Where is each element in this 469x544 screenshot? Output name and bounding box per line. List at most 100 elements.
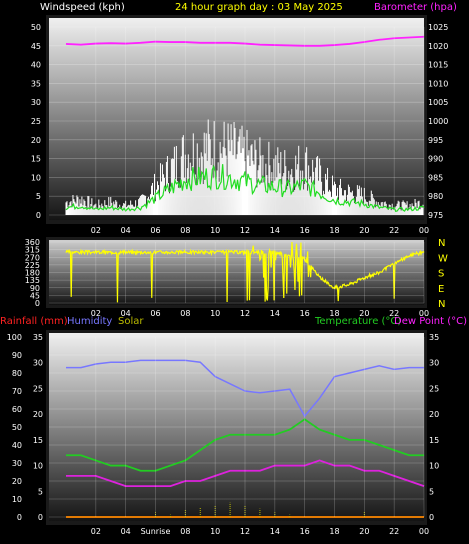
temperature-axis: 35 30 25 20 15 10 5 0	[429, 333, 439, 522]
humidity-line	[66, 359, 424, 418]
top-x-tick-label: 04	[121, 226, 131, 235]
direction-tick-label: 45	[30, 291, 40, 300]
bottom-data-marks	[66, 359, 425, 518]
barometer-tick-label: 1005	[428, 98, 448, 107]
bot-x-tick-label: 14	[270, 527, 280, 536]
bot-x-tick-label: 12	[240, 527, 250, 536]
bot-x-tick-label: 08	[180, 527, 190, 536]
top-data-marks	[65, 35, 425, 215]
bot-x-tick-label: 00	[419, 527, 429, 536]
bottom-grid	[49, 336, 424, 518]
temperature-tick-label: 25	[429, 384, 439, 393]
top-time-axis: 02 04 06 08 10 12 14 16 18 20 22 00	[91, 27, 429, 235]
temperature-tick-label: 35	[429, 333, 439, 342]
humidity-tick-label: 40	[12, 441, 22, 450]
humidity-tick-label: 10	[12, 495, 22, 504]
mid-x-tick-label: 12	[240, 309, 250, 318]
mid-x-tick-label: 10	[210, 309, 220, 318]
dewpoint-title: Dew Point (°C)	[394, 316, 467, 327]
direction-tick-label: 270	[25, 253, 40, 262]
direction-tick-label: 225	[25, 261, 40, 270]
bottom-time-axis: 02 04 Sunrise 08 10 12 14 16 18 20 22 00	[91, 337, 429, 536]
rainfall-tick-label: 20	[33, 410, 43, 419]
humidity-tick-label: 90	[12, 351, 22, 360]
compass-label: W	[438, 253, 448, 264]
top-x-tick-label: 20	[359, 226, 369, 235]
windspeed-tick-label: 25	[31, 117, 41, 126]
bottom-plot-area	[49, 333, 424, 521]
barometer-tick-label: 980	[428, 192, 443, 201]
bot-x-tick-label: 04	[121, 527, 131, 536]
top-x-tick-label: 18	[329, 226, 339, 235]
wind-direction-line	[65, 241, 425, 303]
direction-tick-label: 315	[25, 246, 40, 255]
direction-tick-label: 135	[25, 276, 40, 285]
average-wind-line	[65, 164, 425, 212]
rainfall-tick-label: 15	[33, 436, 43, 445]
mid-x-tick-label: 02	[91, 309, 101, 318]
windspeed-tick-label: 35	[31, 79, 41, 88]
direction-tick-label: 0	[35, 299, 40, 308]
windspeed-tick-label: 5	[36, 192, 41, 201]
bot-x-tick-label: 20	[359, 527, 369, 536]
direction-tick-label: 180	[25, 269, 40, 278]
compass-label: S	[438, 269, 444, 280]
compass-label: N	[438, 238, 445, 249]
windspeed-tick-label: 15	[31, 155, 41, 164]
humidity-tick-label: 0	[17, 513, 22, 522]
mid-x-tick-label: 14	[270, 309, 280, 318]
bot-x-tick-label: 16	[300, 527, 310, 536]
rainfall-tick-label: 10	[33, 462, 43, 471]
direction-tick-label: 360	[25, 238, 40, 247]
rainfall-tick-label: 25	[33, 384, 43, 393]
temperature-tick-label: 10	[429, 462, 439, 471]
top-x-tick-label: 08	[180, 226, 190, 235]
humidity-tick-label: 70	[12, 387, 22, 396]
mid-x-tick-label: 18	[329, 309, 339, 318]
top-x-tick-label: 16	[300, 226, 310, 235]
barometer-tick-label: 1000	[428, 117, 448, 126]
barometer-title: Barometer (hpa)	[374, 2, 457, 13]
rainfall-tick-label: 30	[33, 359, 43, 368]
barometer-tick-label: 975	[428, 211, 443, 220]
bot-x-tick-label: Sunrise	[141, 527, 171, 536]
windspeed-tick-label: 0	[36, 211, 41, 220]
middle-grid	[49, 241, 424, 304]
top-x-tick-label: 06	[150, 226, 160, 235]
direction-tick-label: 90	[30, 284, 40, 293]
rainfall-title: Rainfall (mm)	[0, 316, 68, 327]
barometer-tick-label: 1020	[428, 42, 448, 51]
windspeed-tick-label: 30	[31, 98, 41, 107]
windspeed-tick-label: 10	[31, 173, 41, 182]
top-x-tick-label: 02	[91, 226, 101, 235]
mid-x-tick-label: 20	[359, 309, 369, 318]
top-x-tick-label: 10	[210, 226, 220, 235]
solar-title: Solar	[118, 316, 144, 327]
top-x-tick-label: 22	[389, 226, 399, 235]
humidity-tick-label: 100	[7, 333, 22, 342]
temperature-tick-label: 0	[429, 513, 434, 522]
temperature-line	[66, 418, 424, 472]
temperature-title: Temperature (°C)	[314, 316, 401, 327]
windspeed-tick-label: 20	[31, 136, 41, 145]
rainfall-tick-label: 35	[33, 333, 43, 342]
barometer-tick-label: 990	[428, 155, 443, 164]
bot-x-tick-label: 18	[329, 527, 339, 536]
humidity-tick-label: 50	[12, 423, 22, 432]
humidity-tick-label: 20	[12, 477, 22, 486]
temperature-tick-label: 20	[429, 410, 439, 419]
temperature-tick-label: 15	[429, 436, 439, 445]
mid-x-tick-label: 22	[389, 309, 399, 318]
temperature-tick-label: 30	[429, 359, 439, 368]
barometer-tick-label: 1010	[428, 79, 448, 88]
middle-time-axis: 02 04 06 08 10 12 14 16 18 20 22 00	[91, 242, 429, 318]
humidity-tick-label: 60	[12, 405, 22, 414]
middle-data-marks	[65, 241, 425, 303]
windspeed-tick-label: 50	[31, 23, 41, 32]
top-x-tick-label: 12	[240, 226, 250, 235]
rainfall-tick-label: 5	[38, 487, 43, 496]
